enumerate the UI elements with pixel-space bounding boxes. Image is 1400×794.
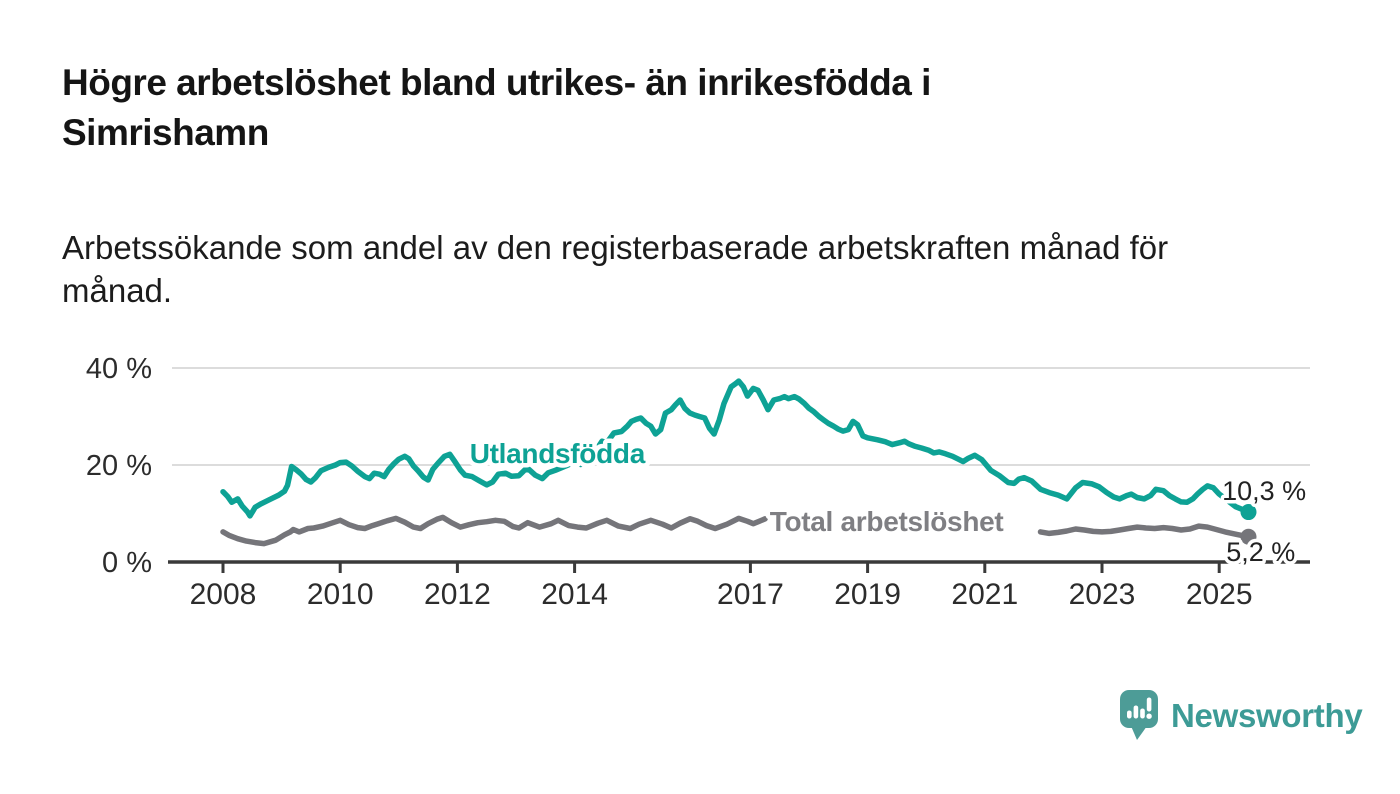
x-tick-label-2012: 2012 [424,578,491,611]
chart-subtitle-line2: månad. [62,272,173,309]
page-title: Högre arbetslöshet bland utrikes- än inr… [62,58,1342,158]
exclamation-dot [1146,713,1152,719]
bar-3 [1140,708,1145,719]
y-tick-label-40: 40 % [86,353,152,385]
x-tick-label-2010: 2010 [307,578,374,611]
bubble-tail [1131,726,1147,740]
series-label-0: Utlandsfödda [470,438,646,469]
x-tick-label-2017: 2017 [717,578,784,611]
newsworthy-logo-text: Newsworthy [1171,697,1363,734]
x-tick-label-2008: 2008 [190,578,257,611]
exclamation-bar [1146,697,1152,712]
series-line-0-0 [220,378,1252,519]
series-label-1: Total arbetslöshet [770,506,1004,537]
x-tick-label-2023: 2023 [1069,578,1136,611]
chart-subtitle-line1: Arbetssökande som andel av den registerb… [62,229,1169,266]
value-label-3: 5,2 % [1226,537,1295,567]
x-tick-label-2021: 2021 [951,578,1018,611]
value-label-2: 10,3 % [1222,476,1306,506]
bar-1 [1127,710,1132,719]
newsworthy-bubble-chart-icon [1120,690,1158,740]
bubble-shape [1120,690,1158,728]
y-tick-label-20: 20 % [86,450,152,482]
bar-2 [1133,705,1139,719]
series-line-1-1 [1037,523,1252,540]
x-tick-label-2019: 2019 [834,578,901,611]
end-dot-series-1 [1240,528,1257,545]
page-title-line2: Simrishamn [62,112,269,153]
page-title-line1: Högre arbetslöshet bland utrikes- än inr… [62,62,931,103]
newsworthy-logo: Newsworthy [1120,690,1363,742]
end-dot-series-0 [1240,504,1257,521]
series-line-1-0 [220,514,768,547]
y-tick-label-0: 0 % [102,547,152,579]
x-tick-label-2014: 2014 [541,578,608,611]
x-tick-label-2025: 2025 [1186,578,1253,611]
chart-subtitle: Arbetssökande som andel av den registerb… [62,226,1282,312]
